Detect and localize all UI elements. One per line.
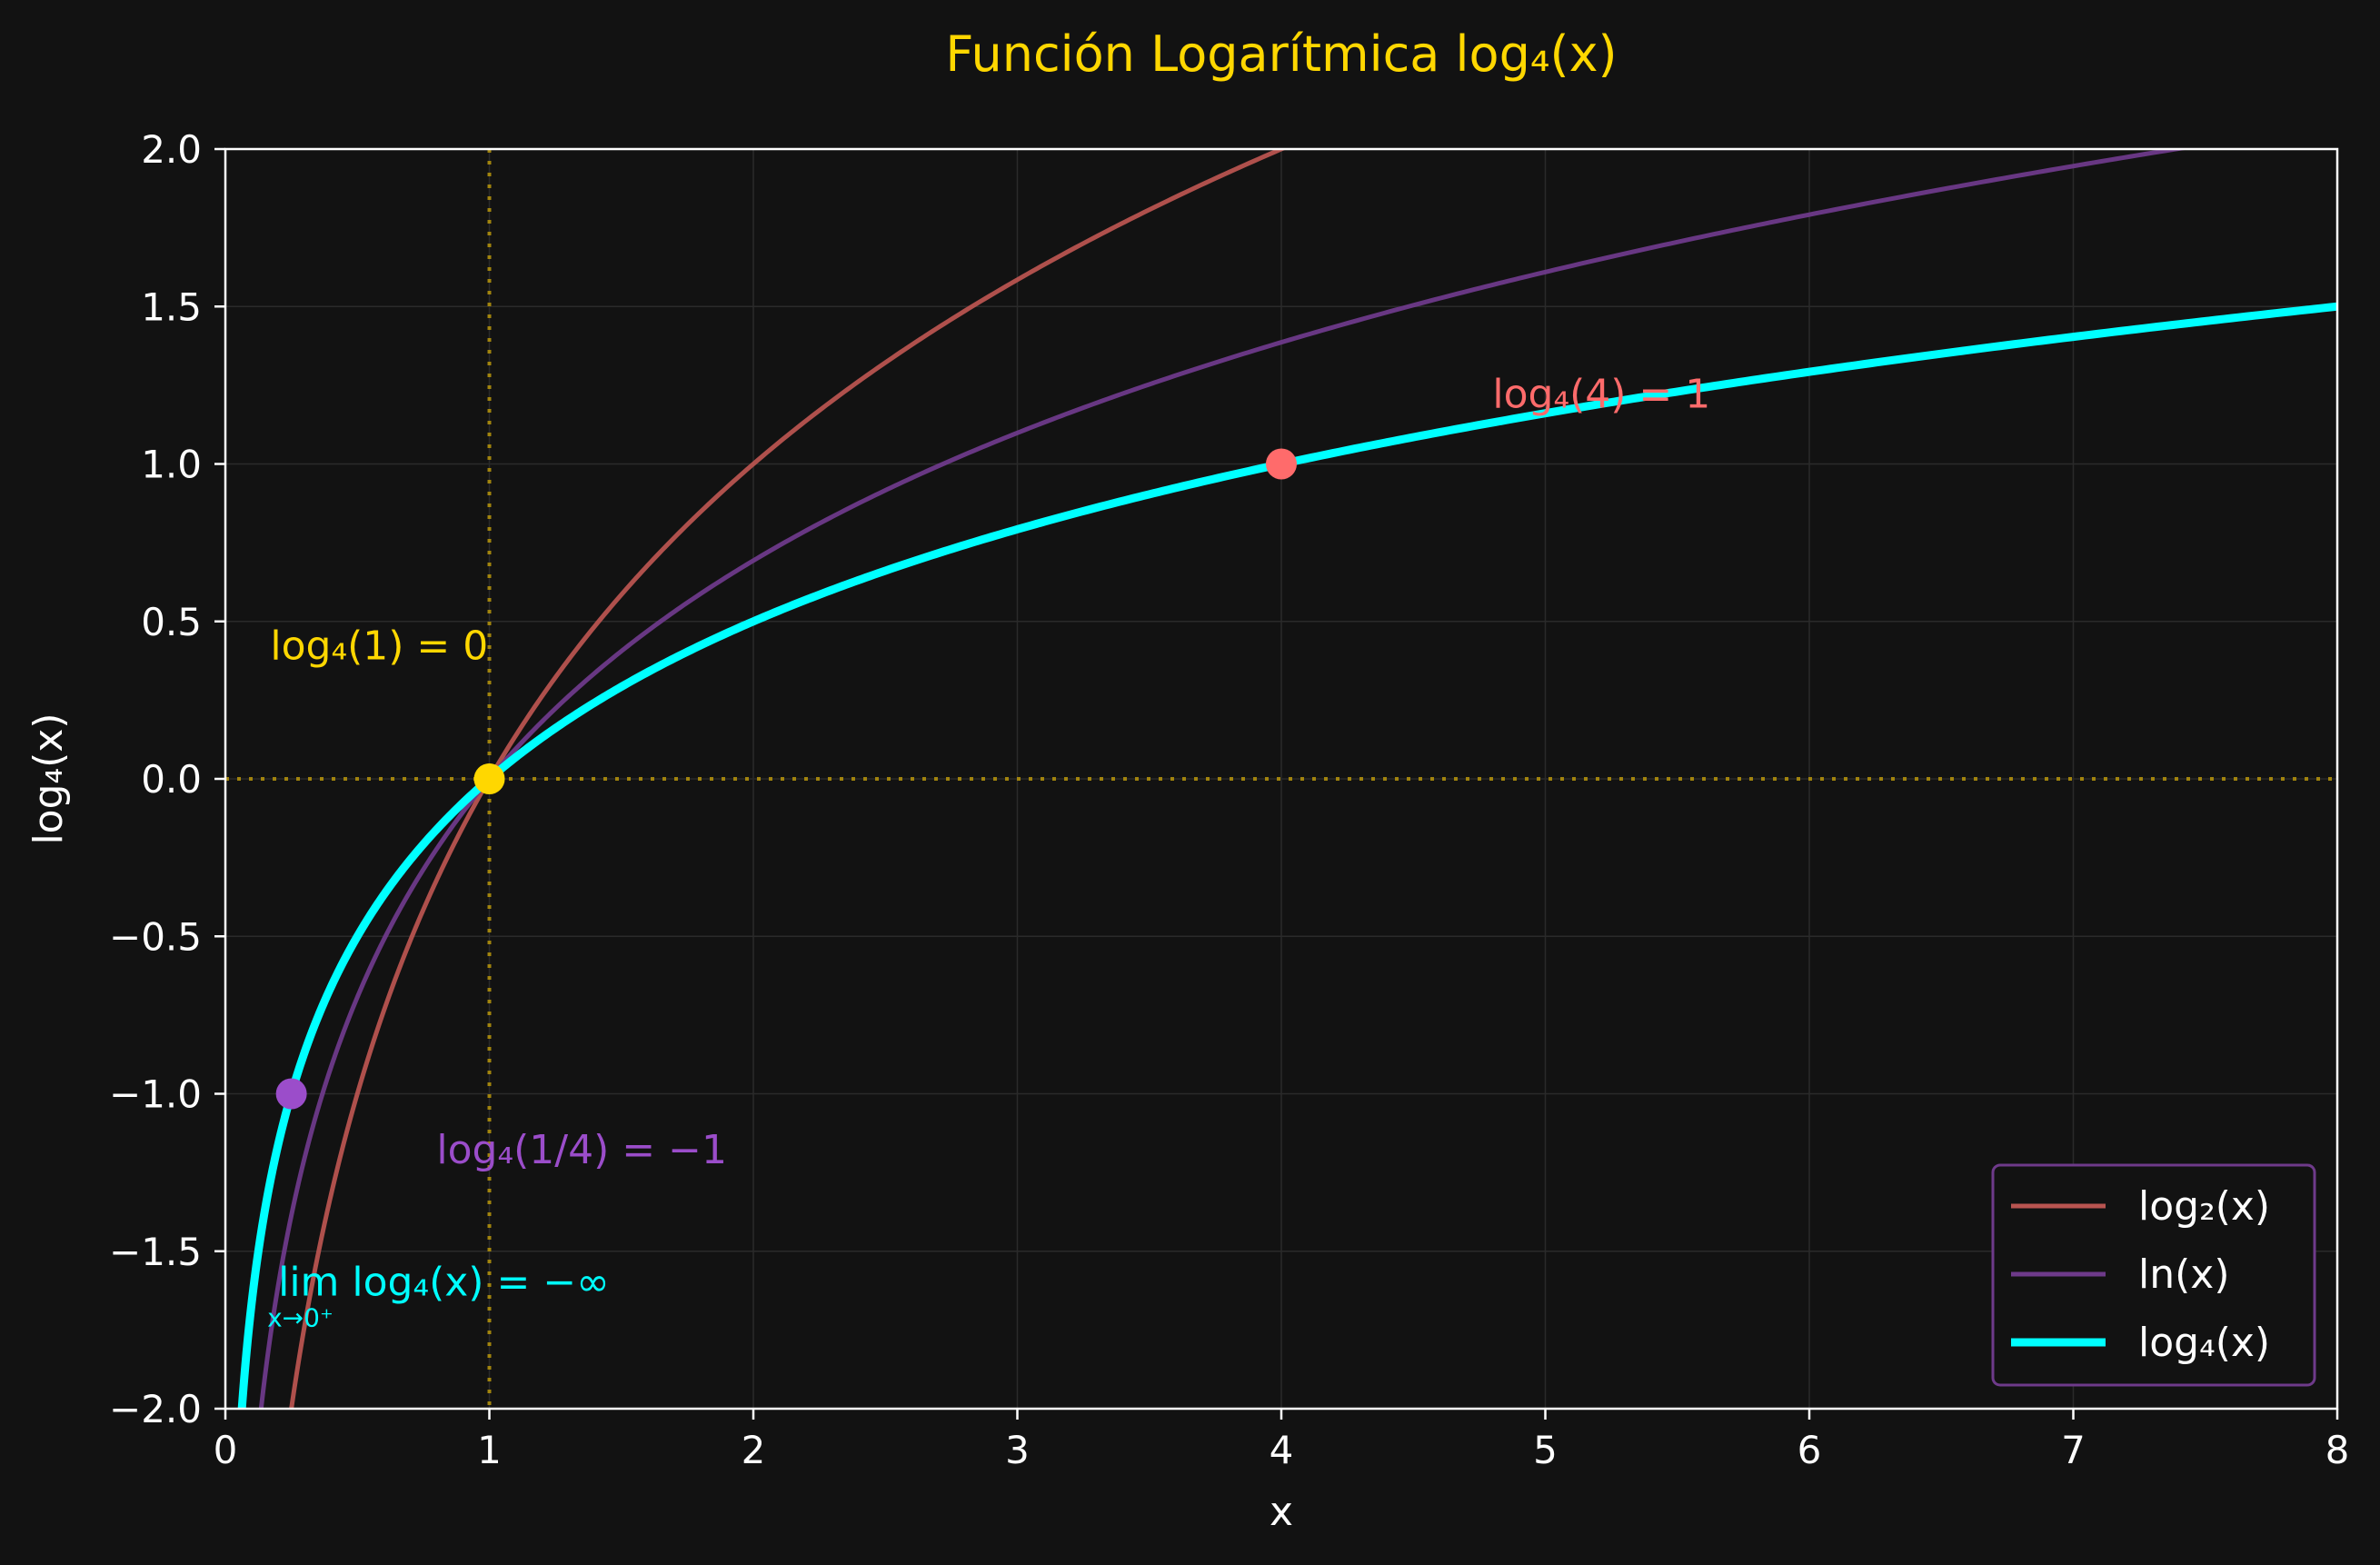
y-tick-label: 0.5 [141, 600, 202, 644]
y-tick-label: 1.0 [141, 443, 202, 487]
x-tick-label: 3 [1005, 1428, 1030, 1472]
data-point [473, 763, 505, 794]
x-tick-label: 8 [2325, 1428, 2350, 1472]
data-point [275, 1078, 307, 1110]
y-tick-label: −1.5 [109, 1230, 202, 1274]
y-tick-label: −1.0 [109, 1072, 202, 1117]
x-tick-label: 7 [2061, 1428, 2086, 1472]
x-tick-label: 4 [1270, 1428, 1294, 1472]
annotation-subscript: x→0⁺ [267, 1302, 334, 1332]
x-tick-label: 6 [1797, 1428, 1822, 1472]
annotation: log₄(1/4) = −1 [436, 1127, 727, 1173]
x-tick-label: 1 [477, 1428, 502, 1472]
series-line [289, 149, 1288, 1409]
chart-title: Función Logarítmica log₄(x) [945, 25, 1617, 83]
y-axis-label: log₄(x) [25, 713, 72, 844]
y-tick-label: −2.0 [109, 1387, 202, 1431]
annotation: lim log₄(x) = −∞ [278, 1259, 610, 1305]
x-axis-label: x [1270, 1489, 1293, 1535]
y-tick-label: −0.5 [109, 914, 202, 959]
legend-box [1991, 1163, 2316, 1387]
y-tick-label: 1.5 [141, 284, 202, 329]
y-tick-label: 2.0 [141, 127, 202, 172]
series-line [237, 302, 2337, 1409]
legend: log₂(x) ln(x) log₄(x) [1991, 1163, 2316, 1387]
annotation: log₄(1) = 0 [270, 623, 488, 669]
annotations: log₄(1) = 0 log₄(4) = 1 log₄(1/4) = −1 lim … [267, 371, 1710, 1332]
axis-ticks: 0 1 2 3 4 5 6 7 8 −2.0 −1.5 −1.0 −0.5 0.0 0.5 1.0 1.5 2.0 [109, 127, 2349, 1472]
x-tick-label: 0 [214, 1428, 238, 1472]
x-tick-label: 2 [742, 1428, 766, 1472]
legend-label: log₂(x) [2138, 1183, 2270, 1230]
x-tick-label: 5 [1533, 1428, 1558, 1472]
plot-area [237, 149, 2337, 1409]
series-line [258, 149, 2191, 1409]
legend-label: ln(x) [2138, 1251, 2229, 1298]
y-tick-label: 0.0 [141, 757, 202, 802]
data-point [1266, 448, 1297, 480]
annotation: log₄(4) = 1 [1492, 371, 1710, 417]
legend-label: log₄(x) [2138, 1320, 2270, 1366]
